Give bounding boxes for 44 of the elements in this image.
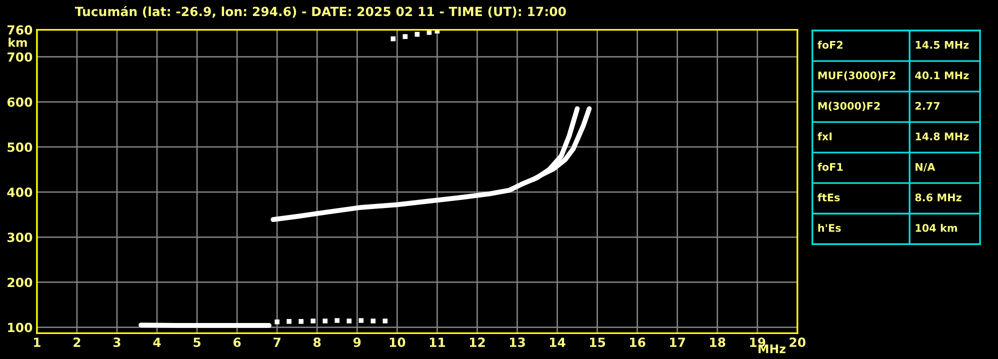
text: N/A [916, 163, 936, 172]
x-tick-label: 15 [590, 338, 606, 347]
x-tick-label: 2 [74, 338, 80, 347]
y-tick-label: 700 [8, 52, 32, 62]
x-tick-label: 14 [550, 338, 566, 347]
x-tick-label: 5 [194, 338, 200, 347]
y-tick-label: 200 [8, 278, 32, 288]
x-tick-label: 17 [670, 338, 686, 347]
y-tick-label: 760 [8, 25, 32, 35]
x-tick-label: 1 [34, 338, 40, 347]
text: 8.6 MHz [915, 193, 962, 202]
text: 40.1 MHz [915, 71, 969, 80]
text: foF1 [818, 162, 843, 171]
x-tick-label: 20 [790, 338, 806, 347]
x-tick-label: 11 [430, 338, 446, 347]
text: fxI [818, 132, 832, 140]
text: h'Es [818, 224, 841, 232]
x-tick-label: 3 [113, 338, 120, 347]
x-tick-label: 7 [274, 338, 280, 347]
text: 2.77 [915, 102, 940, 110]
text: 104 km [916, 224, 957, 232]
text: MUF(3000)F2 [818, 71, 896, 81]
x-tick-label: 13 [510, 338, 525, 347]
x-tick-label: 9 [353, 338, 361, 347]
y-axis-title: km [8, 38, 27, 47]
y-tick-label: 400 [7, 188, 32, 197]
x-tick-label: 6 [233, 338, 241, 347]
x-tick-label: 16 [630, 338, 646, 347]
x-tick-label: 10 [390, 338, 406, 347]
chart-title: Tucumán (lat: -26.9, lon: 294.6) - DATE: 2025 02 11 - TIME (UT): 17:00 [74, 6, 566, 18]
text: ftEs [818, 193, 840, 202]
x-tick-label: 12 [470, 338, 485, 347]
y-tick-label: 100 [8, 322, 32, 332]
x-axis-title: MHz [758, 344, 786, 354]
x-tick-label: 8 [314, 338, 321, 347]
y-tick-label: 500 [8, 142, 32, 152]
y-tick-label: 600 [7, 97, 32, 107]
x-tick-label: 4 [153, 338, 161, 347]
text: 14.8 MHz [916, 132, 969, 140]
y-tick-label: 300 [8, 232, 32, 242]
text: foF2 [818, 40, 843, 49]
text: M(3000)F2 [818, 102, 880, 112]
text: 14.5 MHz [916, 41, 969, 49]
x-tick-label: 18 [710, 338, 726, 347]
